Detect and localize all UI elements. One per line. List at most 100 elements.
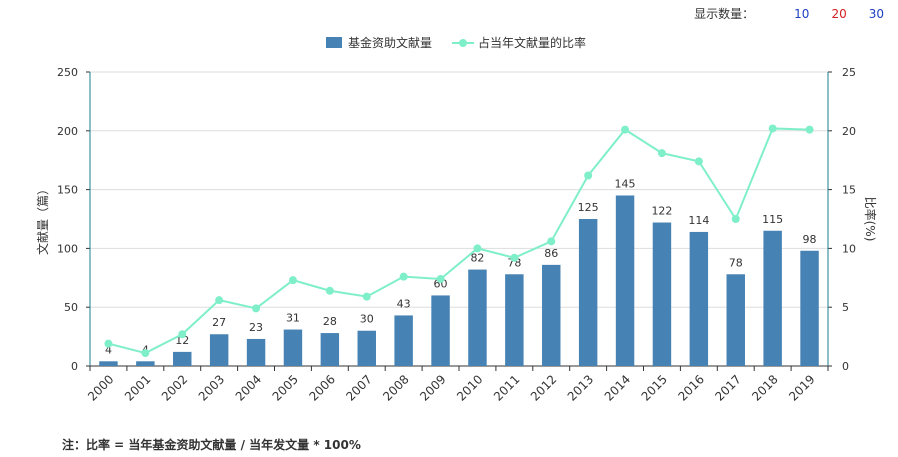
ratio-point-2015[interactable] (657, 149, 666, 158)
bar-2018[interactable] (763, 230, 782, 366)
legend-label-line: 占当年文献量的比率 (478, 35, 586, 50)
ratio-line (108, 127, 810, 355)
bar-value-label: 98 (803, 233, 817, 246)
x-tick-label: 2010 (454, 372, 485, 403)
ratio-point-2005[interactable] (288, 276, 297, 285)
ratio-point-2018[interactable] (768, 124, 777, 133)
y2-tick-label: 15 (842, 184, 856, 197)
bar-2017[interactable] (726, 274, 745, 366)
page-size-option-30[interactable]: 30 (868, 6, 884, 21)
x-tick-label: 2003 (196, 372, 227, 403)
y2-axis-title: 比率(%) (863, 197, 878, 242)
bar-value-label: 23 (249, 321, 263, 334)
y2-tick-label: 25 (842, 66, 856, 79)
y-tick-label: 100 (57, 242, 78, 255)
bar-value-label: 86 (544, 247, 558, 260)
x-tick-label: 2014 (602, 372, 633, 403)
x-tick-label: 2006 (306, 372, 337, 403)
x-tick-label: 2007 (343, 372, 374, 403)
y-tick-label: 50 (64, 301, 78, 314)
bar-data-labels: 4412272331283043608278861251451221147811… (105, 177, 817, 356)
ratio-point-2013[interactable] (584, 171, 593, 180)
bar-value-label: 82 (470, 252, 484, 265)
bar-value-label: 145 (615, 177, 636, 190)
legend-item-line[interactable]: 占当年文献量的比率 (452, 35, 586, 50)
bar-2000[interactable] (99, 361, 118, 366)
bar-value-label: 4 (105, 343, 112, 356)
x-tick-label: 2008 (380, 372, 411, 403)
bar-2014[interactable] (615, 195, 635, 366)
x-tick-label: 2018 (749, 372, 780, 403)
ratio-point-2001[interactable] (141, 349, 150, 358)
bar-series (99, 195, 819, 366)
y-tick-label: 150 (57, 184, 78, 197)
bar-2015[interactable] (652, 222, 672, 366)
bar-2007[interactable] (357, 330, 376, 366)
x-tick-label: 2019 (786, 372, 817, 403)
bar-value-label: 125 (578, 201, 599, 214)
page-size-label: 显示数量： (694, 7, 755, 21)
ratio-point-2000[interactable] (104, 339, 113, 348)
bar-2013[interactable] (578, 219, 598, 366)
bar-value-label: 31 (286, 312, 300, 325)
ratio-point-2010[interactable] (473, 244, 482, 253)
bar-2016[interactable] (689, 231, 709, 366)
legend-label-bars: 基金资助文献量 (348, 35, 432, 50)
ratio-point-2004[interactable] (252, 304, 261, 313)
ratio-point-2008[interactable] (399, 272, 408, 281)
x-tick-label: 2000 (85, 372, 116, 403)
x-tick-label: 2015 (639, 372, 670, 403)
ratio-point-2014[interactable] (621, 125, 630, 134)
x-tick-label: 2009 (417, 372, 448, 403)
ratio-point-2003[interactable] (215, 296, 224, 305)
axes (86, 71, 832, 371)
ratio-point-2011[interactable] (510, 253, 519, 262)
page-size-controls: 显示数量： 10 20 30 (694, 5, 884, 22)
ratio-point-2017[interactable] (731, 215, 740, 223)
x-tick-label: 2005 (270, 372, 301, 403)
ratio-point-2016[interactable] (694, 157, 703, 166)
legend-swatch-bars (326, 37, 342, 48)
bar-value-label: 43 (397, 297, 411, 310)
y2-tick-label: 20 (842, 125, 856, 138)
y2-tick-label: 10 (842, 242, 856, 255)
bar-2006[interactable] (320, 333, 340, 366)
ratio-point-2009[interactable] (436, 274, 445, 283)
bar-2005[interactable] (283, 329, 303, 366)
bar-2004[interactable] (246, 338, 266, 366)
bar-2011[interactable] (505, 274, 524, 366)
y-tick-labels: 0 50 100 150 200 250 (57, 66, 78, 373)
x-tick-label: 2012 (528, 372, 559, 403)
y-tick-label: 0 (71, 360, 78, 373)
x-tick-labels: 2000 2001 2002 2003 2004 2005 2006 2007 2008 2009… (85, 372, 818, 403)
x-tick-label: 2001 (122, 372, 153, 403)
ratio-point-2006[interactable] (325, 286, 334, 295)
bar-2003[interactable] (209, 334, 229, 366)
ratio-point-2019[interactable] (805, 125, 814, 134)
bar-2002[interactable] (173, 351, 192, 366)
y2-tick-label: 5 (842, 301, 849, 314)
bar-2019[interactable] (800, 250, 819, 366)
x-tick-label: 2004 (233, 372, 264, 403)
page-size-option-20[interactable]: 20 (831, 6, 847, 21)
legend-item-bars[interactable]: 基金资助文献量 (326, 35, 432, 50)
x-tick-label: 2016 (675, 372, 706, 403)
bar-2009[interactable] (431, 295, 450, 366)
y-tick-label: 200 (57, 125, 78, 138)
bar-value-label: 78 (729, 256, 743, 269)
bar-value-label: 28 (323, 315, 337, 328)
bar-value-label: 115 (762, 213, 783, 226)
bar-2012[interactable] (542, 264, 561, 366)
ratio-point-2012[interactable] (547, 237, 556, 246)
ratio-point-2007[interactable] (362, 292, 371, 301)
legend: 基金资助文献量 占当年文献量的比率 (326, 35, 586, 50)
page-size-option-10[interactable]: 10 (794, 6, 810, 21)
y2-tick-labels: 0 5 10 15 20 25 (842, 66, 856, 373)
bar-2001[interactable] (136, 361, 155, 366)
ratio-point-2002[interactable] (178, 330, 187, 339)
bar-value-label: 27 (212, 316, 226, 329)
bar-2008[interactable] (394, 315, 413, 366)
bar-value-label: 114 (688, 214, 709, 227)
x-tick-label: 2017 (712, 372, 743, 403)
bar-2010[interactable] (468, 269, 487, 366)
